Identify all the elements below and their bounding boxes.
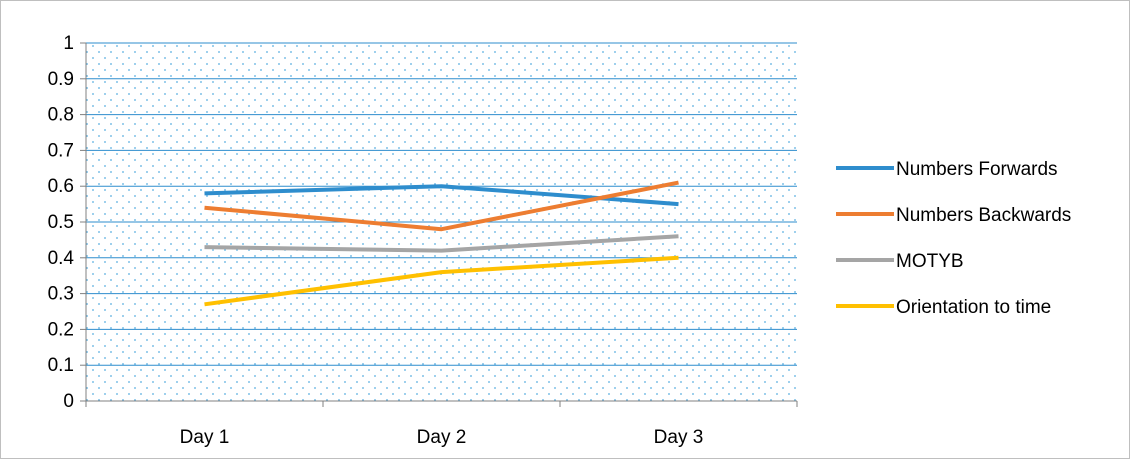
- y-tick-label: 0.5: [48, 212, 74, 233]
- x-axis-tick-labels: Day 1 Day 2 Day 3: [180, 427, 704, 448]
- y-tick-label: 1: [63, 33, 74, 54]
- series-lines: [204, 180, 679, 307]
- series-line-orientation-to-time: [204, 255, 679, 307]
- y-tick-label: 0.2: [48, 319, 74, 340]
- legend-label: Numbers Forwards: [896, 159, 1058, 180]
- y-tick-label: 0.8: [48, 105, 74, 126]
- y-axis-tick-labels: 0 0.1 0.2 0.3 0.4 0.5 0.6 0.7 0.8 0.9 1: [48, 33, 75, 412]
- legend: Numbers Forwards Numbers Backwards MOTYB Or…: [836, 159, 1071, 318]
- x-tick-label: Day 3: [654, 427, 704, 448]
- y-tick-label: 0.9: [48, 69, 74, 90]
- series-line-motyb: [204, 234, 679, 253]
- legend-label: MOTYB: [896, 251, 964, 272]
- y-tick-label: 0.4: [48, 248, 75, 269]
- series-line-numbers-backwards: [204, 180, 679, 232]
- y-tick-label: 0.1: [48, 355, 74, 376]
- x-tick-label: Day 1: [180, 427, 230, 448]
- y-tick-label: 0.3: [48, 284, 74, 305]
- legend-label: Orientation to time: [896, 297, 1051, 318]
- legend-label: Numbers Backwards: [896, 205, 1071, 226]
- x-tick-label: Day 2: [417, 427, 467, 448]
- y-tick-label: 0.6: [48, 176, 74, 197]
- y-tick-label: 0.7: [48, 140, 74, 161]
- axes: [80, 42, 798, 407]
- y-tick-label: 0: [63, 391, 74, 412]
